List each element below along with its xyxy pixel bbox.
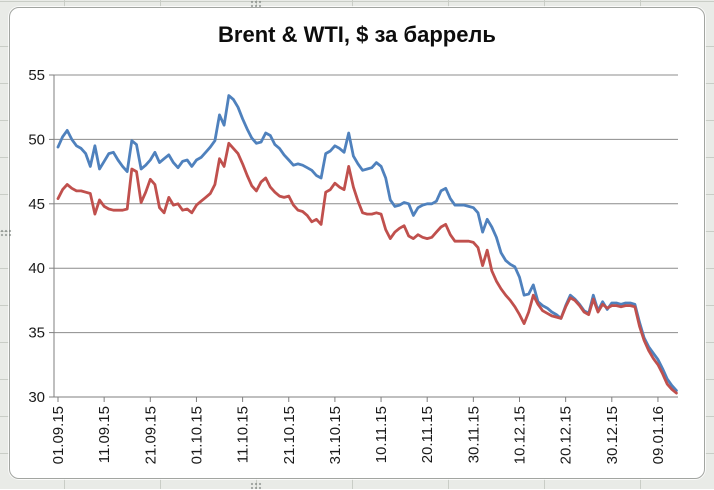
grip-dots-top xyxy=(250,0,263,8)
grip-dots-bottom xyxy=(250,482,263,490)
chart-object[interactable] xyxy=(9,7,705,479)
chart-title: Brent & WTI, $ за баррель xyxy=(218,22,496,47)
grip-dots-left xyxy=(0,229,13,237)
